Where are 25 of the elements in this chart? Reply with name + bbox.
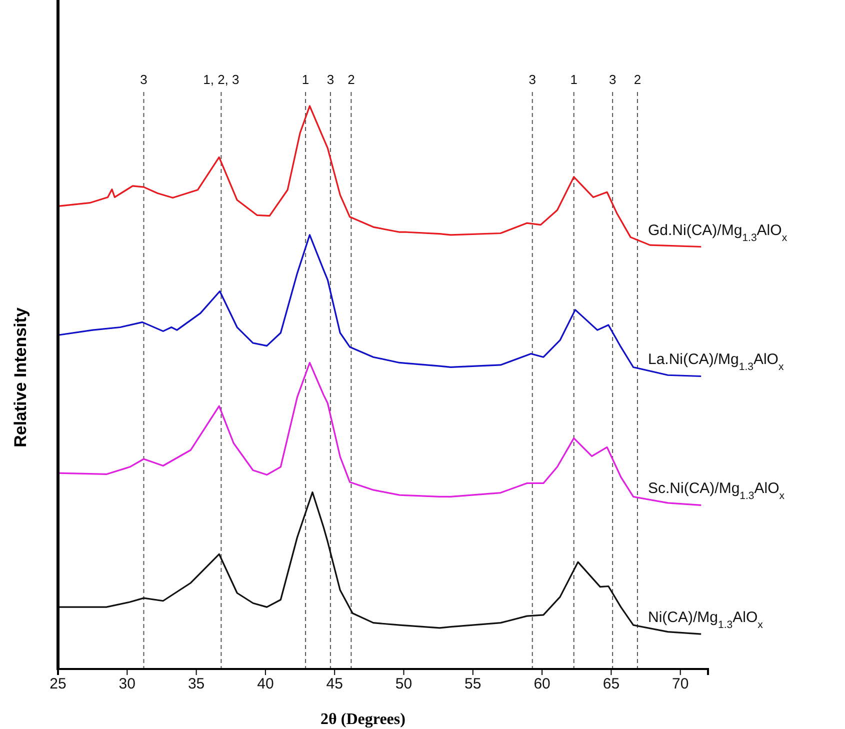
x-tick-label: 50 xyxy=(395,676,412,693)
text: 3 xyxy=(608,72,616,87)
text: 3 xyxy=(326,72,334,87)
text: 3 xyxy=(528,72,536,87)
series-label: Ni(CA)/Mg$_{1.3}$AlO$_{x}$ xyxy=(648,609,764,632)
x-tick-label: 45 xyxy=(326,676,343,693)
x-tick-label: 30 xyxy=(118,676,136,693)
text: 1 xyxy=(570,72,578,87)
series-label: Gd.Ni(CA)/Mg$_{1.3}$AlO$_{x}$ xyxy=(648,222,788,244)
text: 1, 2, 3 xyxy=(203,72,240,87)
x-axis-title: 2θ (Degrees) xyxy=(320,711,406,728)
x-tick-label: 65 xyxy=(602,676,620,693)
x-tick-label: 40 xyxy=(257,676,274,693)
text: 2 xyxy=(634,72,642,87)
x-tick-label: 60 xyxy=(534,676,550,693)
series-label: La.Ni(CA)/Mg$_{1.3}$AlO$_{x}$ xyxy=(648,351,784,374)
x-tick-label: 55 xyxy=(464,676,482,693)
x-tick-label: 35 xyxy=(188,676,205,693)
text: 3 xyxy=(140,72,148,87)
x-tick-label: 70 xyxy=(672,676,689,693)
y-axis-title: Relative Intensity xyxy=(11,307,30,448)
text: 1 xyxy=(302,72,310,87)
text: 2 xyxy=(348,72,355,87)
series-label: Sc.Ni(CA)/Mg$_{1.3}$AlO$_{x}$ xyxy=(648,480,786,502)
x-tick-label: 25 xyxy=(50,676,66,693)
